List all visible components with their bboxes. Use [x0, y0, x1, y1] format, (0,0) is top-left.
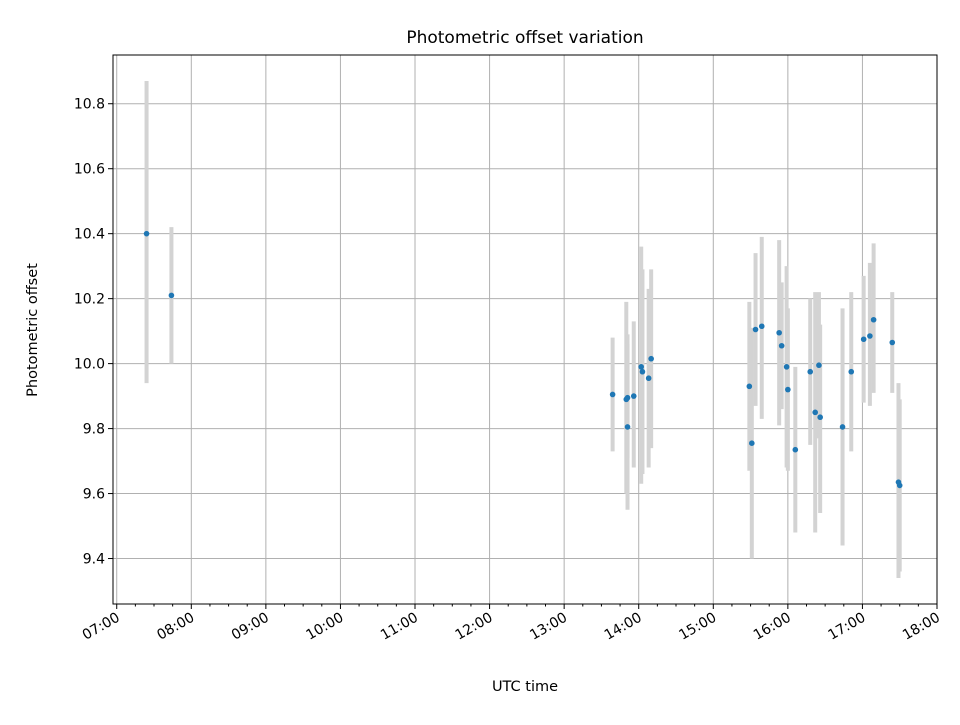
data-point	[785, 386, 791, 393]
data-point	[776, 329, 782, 336]
x-tick-label: 11:00	[378, 610, 421, 644]
y-tick-label: 9.8	[83, 422, 105, 438]
y-tick-label: 10.6	[74, 162, 105, 178]
data-point	[638, 364, 645, 370]
x-axis-label: UTC time	[492, 679, 558, 695]
data-point	[624, 424, 631, 430]
y-tick-label: 9.4	[83, 552, 105, 568]
data-point	[812, 409, 819, 416]
x-tick-label: 12:00	[453, 610, 496, 644]
x-tick-label: 16:00	[751, 610, 794, 644]
data-point	[630, 393, 637, 399]
y-tick-label: 10.0	[74, 357, 105, 373]
x-tick-label: 07:00	[80, 610, 123, 644]
data-point	[867, 333, 873, 339]
y-tick-label: 10.2	[74, 292, 105, 308]
data-point	[645, 375, 652, 382]
data-point	[143, 230, 150, 237]
data-point	[889, 339, 896, 346]
data-point	[817, 414, 823, 421]
data-points	[143, 230, 903, 489]
x-tick-label: 10:00	[303, 610, 346, 644]
y-axis-label: Photometric offset	[25, 263, 41, 397]
y-tick-label: 10.8	[74, 97, 105, 113]
x-axis-ticks: 07:00 08:00 09:00 10:00 11:00 12:00 13:00 14:00…	[80, 604, 943, 644]
data-point	[639, 368, 646, 375]
data-point	[778, 342, 785, 349]
data-point	[648, 355, 654, 362]
x-tick-label: 08:00	[154, 610, 197, 644]
data-point	[839, 424, 846, 430]
data-point	[749, 440, 755, 446]
x-tick-label: 14:00	[602, 610, 645, 644]
chart-title: Photometric offset variation	[406, 28, 643, 48]
data-point	[624, 394, 631, 401]
data-point	[758, 323, 765, 330]
error-bars	[144, 80, 902, 579]
y-tick-label: 9.6	[83, 487, 105, 503]
data-point	[168, 292, 175, 299]
data-point	[896, 482, 903, 489]
data-point	[783, 364, 790, 370]
y-tick-label: 10.4	[74, 227, 105, 243]
x-tick-label: 13:00	[527, 610, 570, 644]
data-point	[860, 336, 867, 343]
data-point	[816, 362, 822, 369]
plot-area-frame	[112, 54, 938, 605]
data-point	[609, 391, 616, 398]
x-tick-label: 18:00	[900, 610, 943, 644]
x-tick-label: 15:00	[676, 610, 719, 644]
x-tick-label: 09:00	[229, 610, 272, 644]
x-tick-label: 17:00	[825, 610, 868, 644]
data-point	[807, 368, 814, 375]
data-point	[870, 316, 877, 323]
data-point	[746, 383, 753, 390]
data-point	[792, 446, 799, 453]
y-axis-ticks: 9.4 9.6 9.8 10.0 10.2 10.4 10.6 10.8	[74, 97, 113, 568]
data-point	[752, 326, 759, 333]
data-point	[848, 368, 855, 375]
